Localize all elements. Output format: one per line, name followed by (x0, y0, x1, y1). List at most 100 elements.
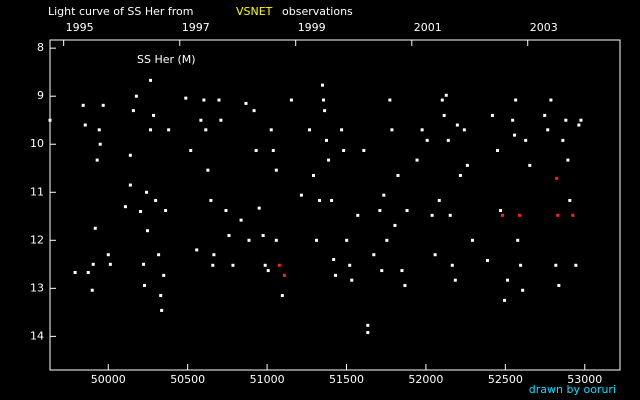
data-point (555, 176, 559, 180)
data-point (500, 213, 504, 217)
data-point (458, 173, 462, 177)
data-point (206, 168, 210, 172)
data-point (271, 148, 275, 152)
data-point (332, 258, 336, 262)
data-point (146, 229, 150, 233)
data-point (499, 209, 503, 213)
x-tick-label: 51000 (250, 373, 285, 386)
data-point (437, 198, 441, 202)
data-point (231, 263, 235, 267)
data-point (134, 94, 138, 98)
data-point (442, 113, 446, 117)
data-point (453, 278, 457, 282)
data-point (167, 128, 171, 132)
data-point (97, 128, 101, 132)
data-point (139, 209, 143, 213)
data-point (195, 248, 199, 252)
data-point (380, 269, 384, 273)
data-point (131, 109, 135, 113)
data-point (450, 263, 454, 267)
data-point (314, 238, 318, 242)
data-point (274, 168, 278, 172)
data-point (204, 128, 208, 132)
data-point (372, 253, 376, 257)
data-point (503, 298, 507, 302)
data-point (564, 118, 568, 122)
data-point (378, 209, 382, 213)
x-tick-label: 52000 (408, 373, 443, 386)
data-point (202, 98, 206, 102)
data-point (571, 213, 575, 217)
data-point (511, 118, 515, 122)
data-point (444, 93, 448, 97)
title-part: observations (282, 5, 353, 18)
data-point (149, 78, 153, 82)
data-point (415, 158, 419, 162)
data-point (159, 294, 163, 298)
data-point (128, 183, 132, 187)
data-point (101, 103, 105, 107)
data-point (247, 238, 251, 242)
x-tick-label: 53000 (567, 373, 602, 386)
y-tick-label: 10 (30, 137, 44, 150)
data-point (289, 98, 293, 102)
data-point (430, 213, 434, 217)
data-point (98, 142, 102, 146)
data-point (209, 198, 213, 202)
data-point (506, 278, 510, 282)
data-point (327, 158, 331, 162)
credit: drawn by ooruri (529, 383, 616, 396)
data-point (543, 113, 547, 117)
data-point (516, 238, 520, 242)
data-point (546, 128, 550, 132)
data-point (199, 118, 203, 122)
data-point (340, 128, 344, 132)
data-point (524, 138, 528, 142)
data-point (154, 198, 158, 202)
data-point (323, 109, 327, 113)
data-point (382, 193, 386, 197)
data-point (518, 213, 522, 217)
data-point (561, 138, 565, 142)
data-point (123, 205, 127, 209)
data-point (149, 128, 153, 132)
data-point (263, 263, 267, 267)
data-point (448, 213, 452, 217)
data-point (184, 96, 188, 100)
y-tick-label: 14 (30, 329, 44, 342)
data-point (239, 218, 243, 222)
data-point (219, 118, 223, 122)
data-point (400, 269, 404, 273)
data-point (455, 123, 459, 127)
data-point (318, 198, 322, 202)
data-point (579, 118, 583, 122)
data-point (142, 283, 146, 287)
data-point (568, 198, 572, 202)
data-point (514, 98, 518, 102)
data-point (48, 118, 52, 122)
data-point (269, 128, 273, 132)
data-point (162, 273, 166, 277)
data-point (462, 128, 466, 132)
y-tick-label: 11 (30, 185, 44, 198)
y-tick-label: 9 (37, 89, 44, 102)
data-point (556, 213, 560, 217)
data-point (557, 283, 561, 287)
data-point (330, 198, 334, 202)
data-point (145, 190, 149, 194)
data-point (496, 148, 500, 152)
data-point (396, 173, 400, 177)
data-point (81, 103, 85, 107)
data-point (521, 288, 525, 292)
data-point (385, 238, 389, 242)
data-point (321, 83, 325, 87)
data-point (342, 148, 346, 152)
data-point (257, 206, 261, 210)
data-point (433, 253, 437, 257)
x-tick-label: 50000 (91, 373, 126, 386)
data-point (528, 163, 532, 167)
x-tick-label: 51500 (329, 373, 364, 386)
data-point (142, 262, 146, 266)
data-point (254, 148, 258, 152)
